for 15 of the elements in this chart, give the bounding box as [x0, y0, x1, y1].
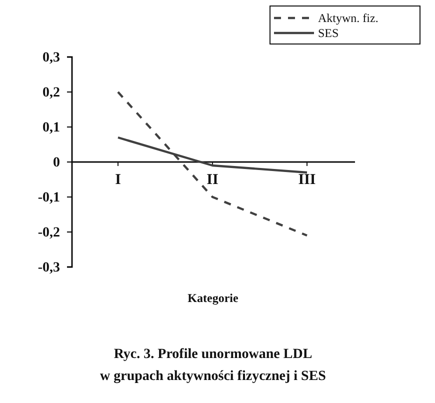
- y-tick-label: 0,2: [42, 85, 60, 100]
- y-tick-label: -0,1: [38, 190, 60, 206]
- x-axis-title: Kategorie: [188, 291, 239, 305]
- y-tick-label: 0,3: [42, 50, 60, 66]
- legend-label: Aktywn. fiz.: [318, 11, 378, 25]
- x-tick-label: I: [115, 172, 122, 188]
- text: Ryc. 3. Profile unormowane LDL: [114, 347, 312, 362]
- legend-label: SES: [318, 26, 339, 40]
- y-tick-label: 0,1: [42, 120, 60, 136]
- y-tick-label: -0,2: [38, 225, 60, 240]
- text: w grupach aktywności fizycznej i SES: [100, 369, 326, 384]
- x-tick-label: II: [206, 172, 218, 188]
- y-tick-label: -0,3: [38, 260, 60, 276]
- x-tick-label: III: [298, 172, 316, 188]
- y-tick-label: 0: [53, 155, 60, 170]
